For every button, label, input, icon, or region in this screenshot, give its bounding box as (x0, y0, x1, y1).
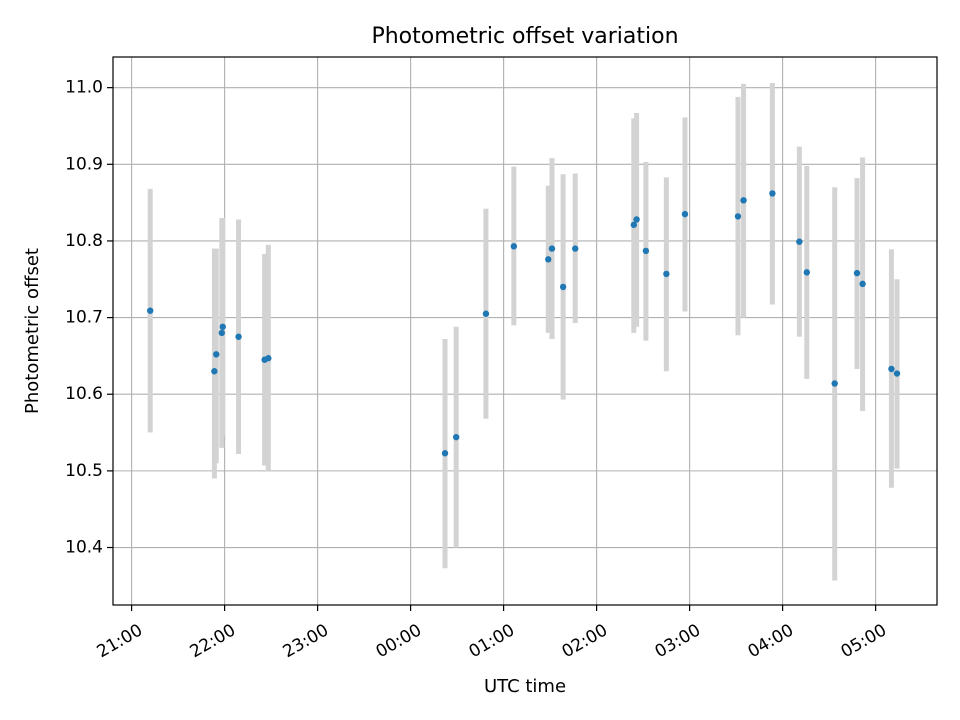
data-point (219, 323, 226, 330)
data-point (482, 310, 490, 317)
data-point (452, 433, 460, 441)
data-point (803, 269, 810, 276)
data-point (859, 280, 866, 288)
data-point (630, 221, 638, 229)
data-point (663, 270, 670, 278)
data-point (740, 197, 747, 204)
data-point (893, 370, 901, 377)
data-point (633, 216, 640, 223)
y-tick-label: 10.8 (65, 231, 103, 251)
y-axis-label: Photometric offset (22, 248, 43, 414)
x-axis-label: UTC time (484, 676, 566, 697)
data-point (147, 307, 154, 314)
data-point (572, 245, 579, 252)
data-points (147, 190, 901, 457)
data-point (265, 355, 272, 362)
data-point (853, 269, 861, 277)
data-point (441, 450, 449, 457)
data-point (681, 210, 689, 218)
data-point (769, 190, 776, 197)
chart-title: Photometric offset variation (371, 24, 678, 49)
data-point (642, 247, 650, 255)
data-point (559, 283, 567, 291)
data-point (796, 238, 803, 245)
y-tick-label: 10.4 (65, 538, 103, 558)
data-point (218, 329, 226, 337)
y-tick-label: 11.0 (65, 78, 103, 98)
data-point (211, 368, 218, 375)
data-point (831, 380, 838, 387)
data-point (213, 351, 220, 358)
data-point (888, 365, 895, 373)
data-point (510, 243, 518, 250)
y-tick-label: 10.9 (65, 154, 103, 174)
y-tick-label: 10.6 (65, 384, 103, 404)
y-tick-label: 10.7 (65, 308, 103, 328)
y-tick-label: 10.5 (65, 461, 103, 481)
data-point (235, 333, 242, 340)
data-point (548, 245, 556, 252)
grid (113, 57, 937, 605)
plot-frame (112, 56, 938, 606)
data-point (545, 256, 552, 263)
y-axis-ticks: 10.4 10.5 10.6 10.7 10.8 10.9 11.0 (65, 78, 113, 558)
data-point (734, 213, 742, 220)
